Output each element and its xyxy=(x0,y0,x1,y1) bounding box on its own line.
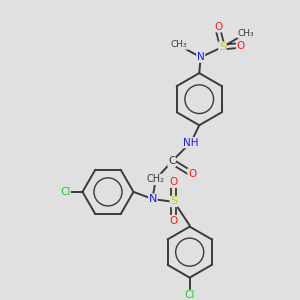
Text: NH: NH xyxy=(183,138,198,148)
Text: S: S xyxy=(219,42,226,52)
Text: O: O xyxy=(169,177,178,187)
Text: O: O xyxy=(188,169,196,179)
Text: CH₃: CH₃ xyxy=(238,29,254,38)
Text: N: N xyxy=(149,194,157,204)
Text: O: O xyxy=(214,22,222,32)
Text: Cl: Cl xyxy=(184,290,195,300)
Text: N: N xyxy=(197,52,205,62)
Text: Cl: Cl xyxy=(60,187,70,197)
Text: C: C xyxy=(168,157,176,166)
Text: CH₂: CH₂ xyxy=(147,174,165,184)
Text: S: S xyxy=(170,196,177,206)
Text: O: O xyxy=(169,216,178,226)
Text: O: O xyxy=(236,40,245,51)
Text: CH₃: CH₃ xyxy=(171,40,187,49)
